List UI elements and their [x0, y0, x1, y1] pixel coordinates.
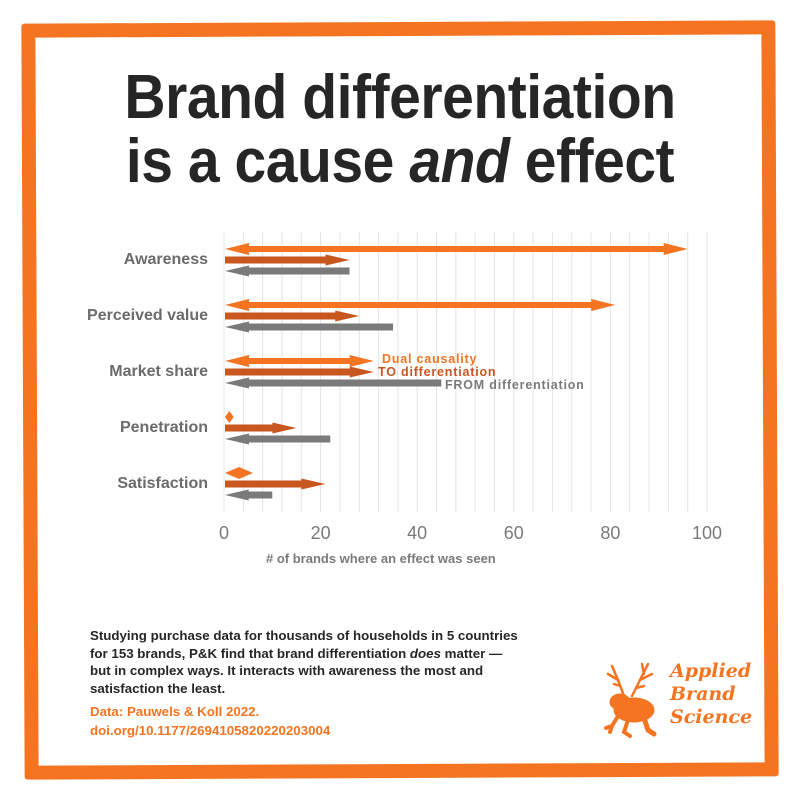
source-line-1: Data: Pauwels & Koll 2022.: [90, 704, 260, 719]
category-label: Awareness: [123, 251, 208, 268]
title-emphasis: and: [409, 127, 510, 196]
antlered-frog-icon: [604, 662, 657, 738]
description-text: Studying purchase data for thousands of …: [90, 627, 520, 697]
left-arrow-bar: [225, 265, 350, 277]
double-arrow-bar: [225, 243, 688, 255]
left-arrow-bar: [225, 321, 394, 333]
category-label: Satisfaction: [117, 475, 208, 492]
title-line-1: Brand differentiation: [124, 63, 676, 132]
right-arrow-bar: [225, 254, 350, 266]
x-axis-tick-label: 0: [218, 523, 230, 543]
logo-word-applied: Applied: [670, 660, 752, 682]
category-label: Market share: [109, 363, 208, 380]
description-emphasis: does: [409, 645, 441, 661]
left-arrow-bar: [225, 433, 331, 445]
x-axis-title: # of brands where an effect was seen: [266, 551, 496, 566]
x-axis-tick-label: 20: [310, 523, 331, 543]
logo-word-science: Science: [670, 706, 753, 728]
title-line-2-pre: is a cause: [125, 127, 410, 196]
source-citation: Data: Pauwels & Koll 2022. doi.org/10.11…: [90, 702, 330, 740]
page-title: Brand differentiation is a cause and eff…: [69, 66, 731, 194]
source-doi-link[interactable]: doi.org/10.1177/2694105820220203004: [90, 723, 331, 738]
left-arrow-bar: [225, 377, 442, 389]
trademark-symbol: ™: [734, 720, 739, 726]
right-arrow-bar: [225, 366, 374, 378]
right-arrow-bar: [225, 310, 360, 322]
double-arrow-bar: [225, 467, 253, 479]
applied-brand-science-logo: Applied Brand Science ™: [604, 660, 754, 740]
right-arrow-bar: [225, 422, 297, 434]
left-arrow-bar: [225, 489, 273, 501]
title-line-2-post: effect: [509, 127, 675, 196]
x-axis-tick-label: 60: [503, 523, 524, 543]
right-arrow-bar: [225, 478, 326, 490]
double-arrow-bar: [225, 411, 234, 423]
annotation-from-differentiation: FROM differentiation: [445, 378, 585, 392]
x-axis-tick-label: 100: [691, 523, 723, 543]
category-label: Perceived value: [87, 307, 208, 324]
annotation-to-differentiation: TO differentiation: [378, 365, 497, 379]
description-part-1: Studying purchase data for thousands of …: [90, 628, 518, 661]
logo-word-brand: Brand: [670, 683, 736, 705]
description-part-2: matter — but in complex ways. It interac…: [90, 645, 503, 696]
double-arrow-bar: [225, 299, 616, 311]
x-axis-tick-label: 40: [407, 523, 428, 543]
logo-wordmark: Applied Brand Science: [670, 660, 752, 729]
category-label: Penetration: [119, 419, 208, 436]
double-arrow-bar: [225, 355, 374, 367]
annotation-dual-causality: Dual causality: [382, 352, 478, 366]
x-axis-tick-label: 80: [600, 523, 621, 543]
